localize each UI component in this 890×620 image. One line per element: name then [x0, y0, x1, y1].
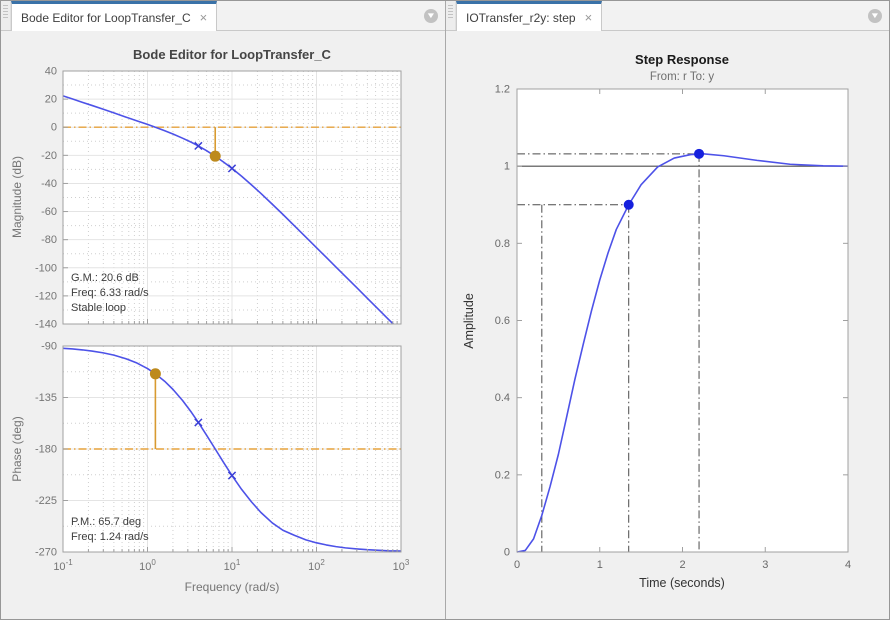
amplitude-tick-label: 0.6 — [495, 315, 510, 327]
step-tab-bar: IOTransfer_r2y: step × ▼ — [446, 1, 889, 31]
bode-editor-content: 40 20 0 -20 -40 -60 -80 -100 -120 -140 -90 -135 -180… — [1, 31, 445, 619]
amplitude-axis-label: Amplitude — [462, 293, 476, 349]
amplitude-tick-label: 0 — [504, 547, 510, 559]
rise-time-marker[interactable] — [623, 199, 634, 210]
phase-ytick-label: -225 — [35, 495, 57, 507]
frequency-tick-label: 10-1 — [53, 558, 73, 573]
step-plot-subtitle: From: r To: y — [650, 71, 715, 83]
frequency-tick-label: 101 — [224, 558, 241, 573]
bode-editor-panel: Bode Editor for LoopTransfer_C × ▼ 40 20 0… — [1, 1, 445, 619]
gain-margin-marker[interactable] — [209, 150, 221, 162]
time-tick-label: 2 — [679, 559, 685, 571]
chevron-down-icon: ▼ — [869, 11, 881, 20]
gain-margin-annotation: Freq: 6.33 rad/s — [71, 287, 149, 299]
gain-ytick-label: -120 — [35, 290, 57, 302]
tab-overflow-button[interactable]: ▼ — [868, 9, 882, 23]
time-tick-label: 0 — [514, 559, 520, 571]
panel-divider[interactable] — [445, 1, 446, 619]
gain-ytick-label: 40 — [45, 66, 57, 78]
amplitude-tick-label: 1 — [504, 161, 510, 173]
phase-axis-label: Phase (deg) — [10, 416, 24, 481]
step-plot-title: Step Response — [635, 52, 729, 67]
tab-overflow-button[interactable]: ▼ — [424, 9, 438, 23]
pole-marker[interactable] — [227, 471, 237, 480]
gain-ytick-label: -80 — [41, 234, 57, 246]
open-loop-phase-curve[interactable] — [62, 347, 402, 552]
tab-bode-editor-label: Bode Editor for LoopTransfer_C — [21, 10, 191, 25]
step-response-canvas[interactable]: 0 1 2 3 4 0 0.2 0.4 0.6 0.8 1 1.2 Step Response From:… — [446, 31, 889, 620]
step-plot-area — [517, 89, 848, 552]
tab-close-icon[interactable]: × — [584, 10, 593, 25]
phase-ytick-label: -270 — [35, 547, 57, 559]
tab-close-icon[interactable]: × — [199, 10, 208, 25]
closed-loop-step-curve[interactable] — [516, 153, 849, 553]
gain-ytick-label: -40 — [41, 178, 57, 190]
grip-dots-icon — [448, 5, 453, 18]
frequency-axis-label: Frequency (rad/s) — [185, 580, 280, 594]
gain-ytick-label: 20 — [45, 94, 57, 106]
panel-drag-grip[interactable] — [446, 1, 456, 30]
tab-step-response-label: IOTransfer_r2y: step — [466, 10, 576, 25]
step-response-content: 0 1 2 3 4 0 0.2 0.4 0.6 0.8 1 1.2 Step Response From:… — [446, 31, 889, 619]
phase-margin-annotation: P.M.: 65.7 deg — [71, 516, 141, 528]
gain-ytick-label: -100 — [35, 262, 57, 274]
panel-drag-grip[interactable] — [1, 1, 11, 30]
open-loop-magnitude-curve[interactable] — [62, 95, 394, 325]
pole-marker[interactable] — [194, 141, 203, 151]
phase-margin-marker[interactable] — [149, 368, 161, 380]
frequency-tick-label: 102 — [308, 558, 325, 573]
tab-step-response[interactable]: IOTransfer_r2y: step × — [456, 1, 603, 31]
pole-marker[interactable] — [194, 418, 203, 427]
bode-editor-canvas[interactable]: 40 20 0 -20 -40 -60 -80 -100 -120 -140 -90 -135 -180… — [1, 31, 445, 620]
amplitude-tick-label: 0.4 — [495, 392, 510, 404]
gain-ytick-label: -140 — [35, 319, 57, 331]
time-tick-label: 3 — [762, 559, 768, 571]
amplitude-tick-label: 0.2 — [495, 469, 510, 481]
time-axis-label: Time (seconds) — [639, 576, 725, 590]
phase-ytick-label: -90 — [41, 341, 57, 353]
phase-ytick-label: -135 — [35, 392, 57, 404]
phase-margin-annotation: Freq: 1.24 rad/s — [71, 531, 149, 543]
gain-ytick-label: 0 — [51, 122, 57, 134]
chevron-down-icon: ▼ — [425, 11, 437, 20]
time-tick-label: 4 — [845, 559, 851, 571]
gain-ytick-label: -60 — [41, 206, 57, 218]
bode-tab-bar: Bode Editor for LoopTransfer_C × ▼ — [1, 1, 445, 31]
peak-response-marker[interactable] — [694, 148, 705, 159]
phase-ytick-label: -180 — [35, 444, 57, 456]
time-tick-label: 1 — [597, 559, 603, 571]
amplitude-tick-label: 1.2 — [495, 84, 510, 96]
pole-marker[interactable] — [227, 164, 237, 173]
frequency-tick-label: 100 — [139, 558, 156, 573]
gain-margin-annotation: G.M.: 20.6 dB — [71, 272, 139, 284]
step-response-panel: IOTransfer_r2y: step × ▼ 0 1 2 3 4 0 0.2 0.4 0.6… — [446, 1, 889, 619]
amplitude-tick-label: 0.8 — [495, 238, 510, 250]
tab-bode-editor[interactable]: Bode Editor for LoopTransfer_C × — [11, 1, 218, 31]
frequency-tick-label: 103 — [393, 558, 410, 573]
gain-margin-annotation: Stable loop — [71, 302, 126, 314]
magnitude-axis-label: Magnitude (dB) — [10, 156, 24, 238]
bode-plot-title: Bode Editor for LoopTransfer_C — [133, 47, 332, 62]
grip-dots-icon — [3, 5, 8, 18]
gain-ytick-label: -20 — [41, 150, 57, 162]
